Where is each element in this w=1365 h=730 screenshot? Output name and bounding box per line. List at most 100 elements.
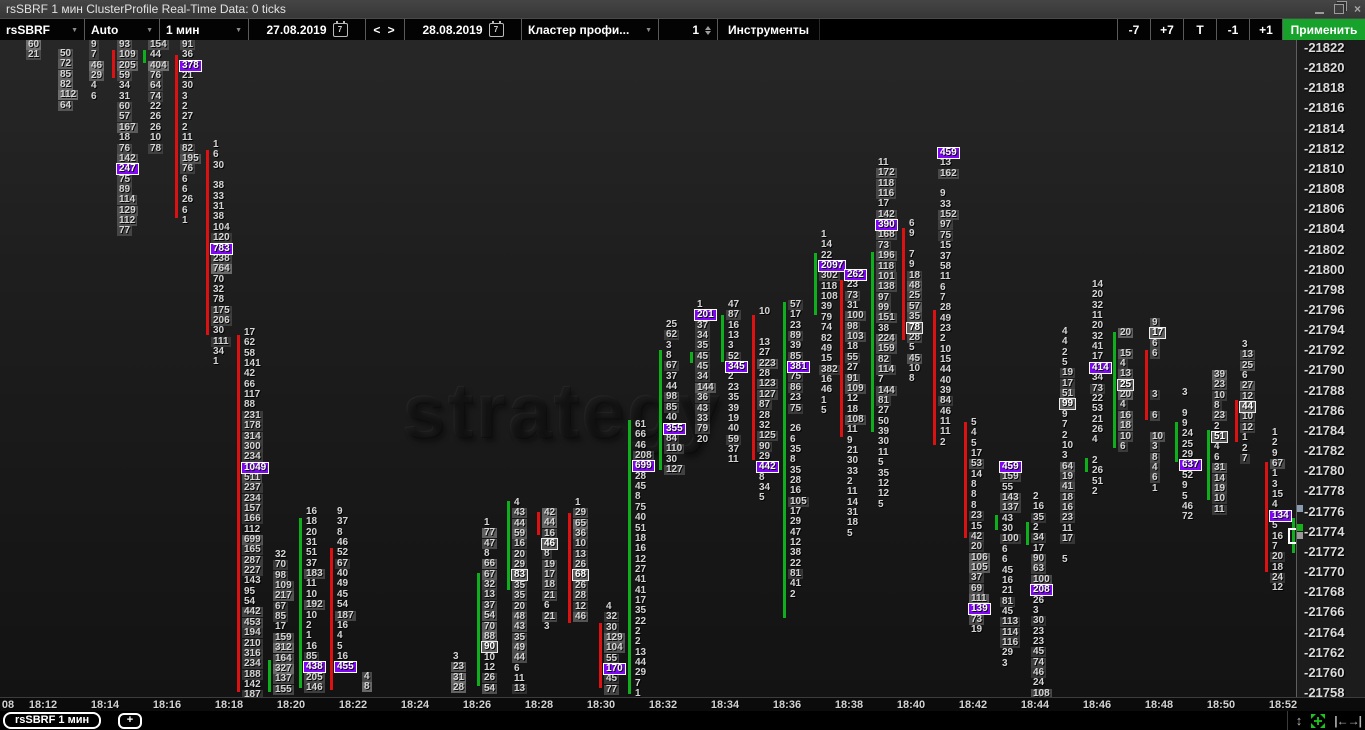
date-nav-buttons[interactable]: < > xyxy=(366,19,405,41)
cluster-cell: 25 xyxy=(907,290,923,302)
cluster-cell: 11 xyxy=(847,486,858,498)
cluster-cell: 38 xyxy=(213,211,225,223)
cluster-cell: 78 xyxy=(213,294,225,306)
cluster-cell: 12 xyxy=(573,600,589,612)
cluster-cell: 36 xyxy=(573,528,589,540)
candle-bar xyxy=(964,422,967,538)
cluster-cell: 237 xyxy=(242,482,263,494)
minus1-button[interactable]: -1 xyxy=(1217,19,1250,41)
cluster-cell: 6 xyxy=(182,183,188,195)
restore-icon[interactable] xyxy=(1333,4,1344,14)
cluster-cell: 4 xyxy=(1092,434,1098,446)
cluster-cell: 13 xyxy=(635,646,647,658)
cluster-cell: 79 xyxy=(695,423,711,435)
candle-bar xyxy=(752,315,755,460)
cluster-cell: 31 xyxy=(306,537,318,549)
price-tick-label: -21808 xyxy=(1304,181,1345,197)
cluster-cell: 35 xyxy=(1031,511,1047,523)
cluster-cell: 98 xyxy=(845,320,861,332)
cluster-cell: 20 xyxy=(306,526,318,538)
horizontal-nav-icon[interactable]: |←→| xyxy=(1334,713,1362,728)
calendar-icon[interactable]: 7 xyxy=(488,21,504,37)
cluster-cell: 143 xyxy=(1000,492,1021,504)
price-axis[interactable]: -21822 -21820 -21818 -21816 -21814 -21812 -218… xyxy=(1296,40,1365,700)
chart-type-dropdown[interactable]: Кластер профи... ▼ xyxy=(522,19,659,41)
cluster-cell: 138 xyxy=(876,281,897,293)
cluster-cell: 14 xyxy=(1092,279,1104,290)
cluster-cell: 85 xyxy=(788,350,804,362)
cluster-cell: 312 xyxy=(273,642,294,654)
cluster-cell: 7 xyxy=(1240,452,1250,464)
calendar-icon[interactable]: 7 xyxy=(332,21,348,37)
cluster-cell: 32 xyxy=(482,579,498,591)
instruments-input[interactable] xyxy=(819,19,1118,41)
time-axis[interactable]: 08 18:12 18:14 18:16 18:18 18:20 18:22 18:24 18:… xyxy=(0,697,1365,712)
cluster-cell: 16 xyxy=(790,485,802,497)
cluster-cell: 1049 xyxy=(241,461,270,474)
date-to-field[interactable]: 28.08.2019 7 xyxy=(405,19,522,41)
cluster-cell: 4 xyxy=(362,671,372,682)
cluster-cell: 64 xyxy=(1060,460,1076,472)
cluster-cell: 48 xyxy=(907,280,923,292)
cluster-cell: 194 xyxy=(242,627,263,639)
cluster-cell: 50 xyxy=(878,415,890,427)
cluster-cell: 2 xyxy=(635,626,641,637)
cluster-cell: 2 xyxy=(182,121,188,133)
cluster-cell: 44 xyxy=(542,517,558,529)
apply-button[interactable]: Применить xyxy=(1283,19,1365,41)
cluster-cell: 11 xyxy=(1212,503,1227,515)
cluster-cell: 6 xyxy=(1214,451,1220,463)
candle-bar xyxy=(1113,332,1116,448)
cluster-cell: 2 xyxy=(1214,420,1220,432)
cluster-cell: 59 xyxy=(512,528,528,540)
cluster-cell: 31 xyxy=(213,201,225,213)
price-tick-label: -21812 xyxy=(1304,140,1345,156)
stepper-arrows-icon[interactable] xyxy=(705,25,711,35)
add-tab-button[interactable]: + xyxy=(118,713,142,729)
symbol-dropdown[interactable]: rsSBRF ▼ xyxy=(0,19,85,41)
minimize-icon[interactable] xyxy=(1314,4,1324,14)
cluster-cell: 11 xyxy=(1062,522,1073,534)
cluster-cell: 3 xyxy=(1272,478,1278,490)
cluster-chart[interactable]: strategy 60 21 50 72 85 82 112 64 9 7 46 29 4 6 93 109 2… xyxy=(0,40,1296,697)
cluster-cell: 23 xyxy=(1033,635,1045,647)
cluster-cell: 11 xyxy=(306,578,317,590)
plus7-button[interactable]: +7 xyxy=(1151,19,1184,41)
cluster-cell: 381 xyxy=(787,361,810,374)
cluster-cell: 90 xyxy=(1031,553,1047,565)
cluster-cell: 11 xyxy=(514,672,525,684)
cluster-cell: 142 xyxy=(244,678,261,690)
cluster-cell: 6 xyxy=(1002,554,1008,566)
cluster-cell: 142 xyxy=(117,152,138,164)
close-icon[interactable]: × xyxy=(1353,2,1361,16)
cluster-param-stepper[interactable]: 1 xyxy=(659,19,718,41)
cluster-cell: 49 xyxy=(337,578,349,590)
cluster-cell: 21 xyxy=(26,49,42,61)
cluster-cell: 118 xyxy=(821,280,838,292)
cluster-cell: 51 xyxy=(1211,431,1229,444)
auto-scale-icon[interactable] xyxy=(1310,713,1326,729)
date-from-field[interactable]: 27.08.2019 7 xyxy=(249,19,366,41)
time-tick-label: 18:48 xyxy=(1144,699,1174,711)
cluster-cell: 93 xyxy=(117,40,133,50)
cluster-cell: 23 xyxy=(1033,625,1045,637)
cluster-cell: 123 xyxy=(757,378,778,390)
cluster-cell: 21 xyxy=(847,444,859,456)
cluster-cell: 54 xyxy=(482,682,498,694)
timeframe-dropdown[interactable]: 1 мин ▼ xyxy=(160,19,249,41)
cluster-cell: 116 xyxy=(876,188,897,200)
cluster-cell: 67 xyxy=(482,568,498,580)
mode-dropdown[interactable]: Auto ▼ xyxy=(85,19,160,41)
cluster-cell: 36 xyxy=(182,49,194,61)
cluster-cell: 2 xyxy=(1242,442,1248,454)
cluster-cell: 67 xyxy=(664,360,680,372)
t-button[interactable]: T xyxy=(1184,19,1217,41)
cluster-cell: 100 xyxy=(1000,533,1021,545)
plus1-button[interactable]: +1 xyxy=(1250,19,1283,41)
chart-tab[interactable]: rsSBRF 1 мин xyxy=(3,712,102,729)
cluster-cell: 6 xyxy=(1150,410,1160,422)
vertical-fit-icon[interactable]: ↕ xyxy=(1295,713,1303,728)
statusbar-icons: ↕ |←→| xyxy=(1286,711,1362,730)
minus7-button[interactable]: -7 xyxy=(1118,19,1151,41)
price-marker xyxy=(1297,505,1303,512)
